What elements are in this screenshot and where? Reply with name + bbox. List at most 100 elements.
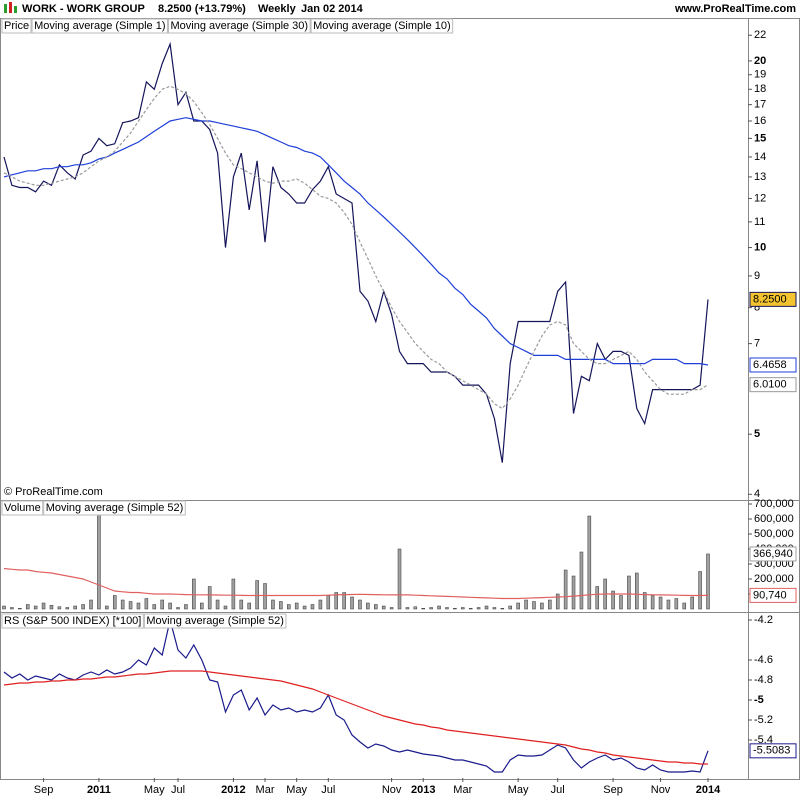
legend-label: RS (S&P 500 INDEX) [*100] (4, 615, 141, 627)
volume-bar (310, 604, 315, 610)
volume-bar (374, 604, 378, 610)
y-tick-label: 20 (754, 55, 766, 67)
x-tick-label: May (286, 784, 307, 796)
volume-bar (144, 598, 149, 610)
volume-bar (524, 599, 528, 610)
volume-bar (168, 602, 172, 610)
legend-label: Moving average (Simple 30) (171, 20, 309, 32)
volume-bar (579, 551, 584, 610)
x-tick-label: 2012 (221, 784, 245, 796)
value-tag (749, 377, 797, 393)
volume-bar (666, 599, 671, 610)
legend-label: Moving average (Simple 52) (46, 502, 184, 514)
volume-bar (555, 593, 560, 610)
volume-bar (429, 607, 433, 610)
y-tick-label: -4.6 (754, 654, 773, 666)
volume-bar (49, 605, 54, 610)
volume-bar (358, 599, 362, 610)
y-tick-label: 4 (754, 488, 760, 500)
volume-bar (674, 598, 679, 610)
volume-bar (152, 604, 157, 610)
y-tick-label: 22 (754, 29, 766, 41)
volume-bar (516, 602, 520, 610)
legend-box (43, 500, 186, 516)
volume-bar (532, 601, 536, 610)
volume-bar (642, 592, 647, 610)
volume-bar (2, 605, 6, 610)
volume-bar (57, 606, 62, 610)
legend-box (1, 18, 32, 34)
y-tick-label: 16 (754, 115, 766, 127)
volume-bar (611, 590, 615, 610)
volume-bar (587, 515, 592, 610)
value-tag (749, 357, 797, 373)
volume-bar (389, 607, 394, 610)
value-tag-label: -5.5083 (753, 745, 790, 757)
y-tick-label: 7 (754, 338, 760, 350)
y-tick-label: 10 (754, 241, 766, 253)
volume-bar (650, 595, 655, 610)
y-tick-label: -4.2 (754, 614, 773, 626)
volume-bar (476, 607, 481, 610)
volume-bar (231, 578, 236, 610)
volume-bar (239, 599, 244, 610)
x-tick-label: 2011 (87, 784, 111, 796)
volume-bar (247, 602, 251, 610)
x-tick-label: Jul (551, 784, 565, 796)
y-tick-label: 600,000 (754, 513, 794, 525)
volume-bar (287, 604, 291, 610)
x-tick-label: Nov (651, 784, 671, 796)
y-tick-label: 15 (754, 132, 766, 144)
x-tick-label: 2014 (696, 784, 721, 796)
volume-bar (136, 602, 141, 610)
volume-bar (366, 602, 370, 610)
x-tick-label: Mar (256, 784, 275, 796)
x-tick-label: Jul (171, 784, 185, 796)
y-tick-label: 12 (754, 192, 766, 204)
legend-box (1, 500, 44, 516)
volume-bar (294, 602, 299, 610)
volume-bar (548, 599, 552, 610)
series-line (3, 117, 709, 366)
volume-bar (184, 604, 188, 610)
volume-bar (112, 595, 117, 610)
volume-bar (508, 605, 512, 610)
series-line (3, 670, 708, 765)
volume-bar (97, 511, 101, 610)
copyright: © ProRealTime.com (4, 486, 103, 498)
volume-bar (540, 602, 544, 610)
volume-bar (453, 608, 457, 610)
y-tick-label: 200,000 (754, 573, 794, 585)
volume-bar (160, 599, 164, 610)
volume-bar (326, 595, 331, 610)
volume-bar (437, 605, 441, 610)
y-tick-label: -5.4 (754, 734, 773, 746)
volume-bar (25, 604, 30, 610)
volume-bar (413, 606, 418, 610)
series-line (3, 41, 709, 463)
volume-bar (492, 607, 497, 610)
x-tick-label: May (144, 784, 165, 796)
volume-bar (658, 596, 663, 610)
series-line (3, 619, 709, 773)
y-tick-label: -5.2 (754, 714, 773, 726)
volume-bar (445, 607, 449, 610)
volume-bar (627, 575, 631, 610)
y-tick-label: 700,000 (754, 498, 794, 510)
volume-bar (215, 599, 220, 610)
volume-bar (350, 596, 354, 610)
date: Jan 02 2014 (301, 3, 364, 15)
series-line (3, 567, 709, 600)
volume-bar (176, 607, 180, 610)
volume-bar (200, 602, 204, 610)
value-tag-label: 6.0100 (753, 379, 787, 391)
y-tick-label: 500,000 (754, 528, 794, 540)
value-tag-label: 90,740 (753, 589, 787, 601)
value-tag-label: 366,940 (753, 548, 793, 560)
y-tick-label: 13 (754, 171, 766, 183)
volume-bar (302, 605, 307, 610)
symbol: WORK - WORK GROUP (22, 3, 145, 15)
value-tag (749, 587, 797, 603)
